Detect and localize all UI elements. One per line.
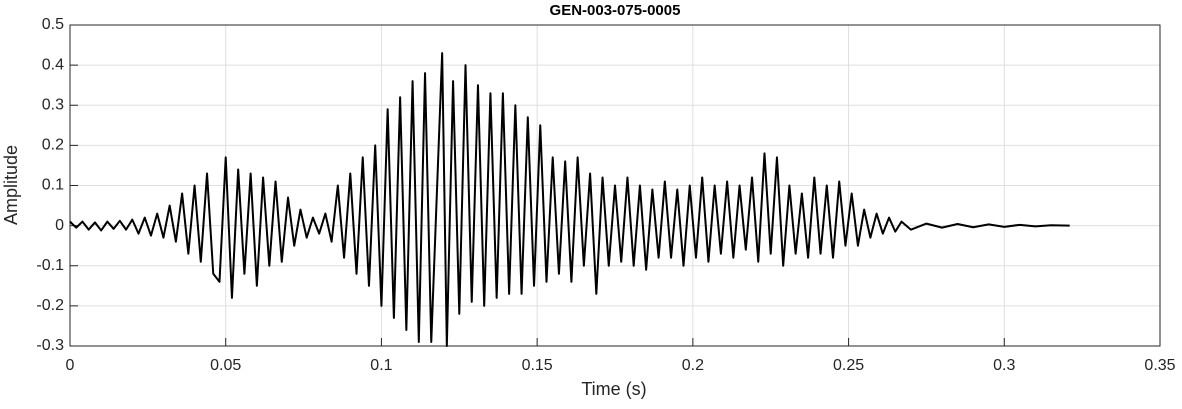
y-tick-label: 0.4	[42, 56, 64, 73]
x-tick-label: 0.1	[370, 357, 392, 374]
chart-title: GEN-003-075-0005	[550, 2, 681, 19]
y-tick-label: 0.3	[42, 96, 64, 113]
x-axis-label: Time (s)	[581, 379, 646, 399]
y-tick-label: 0.1	[42, 177, 64, 194]
x-tick-label: 0.05	[210, 357, 241, 374]
y-tick-label: -0.1	[36, 257, 64, 274]
y-tick-label: 0	[55, 217, 64, 234]
y-tick-label: -0.2	[36, 297, 64, 314]
x-tick-label: 0.2	[682, 357, 704, 374]
y-axis-label: Amplitude	[1, 145, 21, 225]
x-tick-label: 0.15	[522, 357, 553, 374]
x-tick-label: 0.25	[833, 357, 864, 374]
y-tick-label: 0.2	[42, 137, 64, 154]
y-tick-label: -0.3	[36, 337, 64, 354]
x-tick-label: 0.35	[1144, 357, 1175, 374]
y-tick-label: 0.5	[42, 16, 64, 33]
axes-box	[69, 24, 1161, 347]
x-tick-label: 0	[66, 357, 75, 374]
x-tick-label: 0.3	[993, 357, 1015, 374]
waveform-line	[69, 52, 1070, 347]
